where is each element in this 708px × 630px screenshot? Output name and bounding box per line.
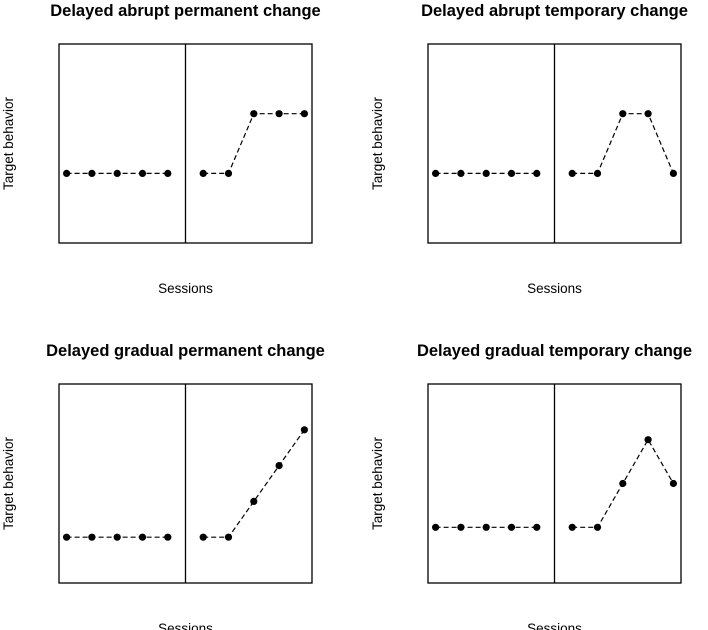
data-point-treatment-3 bbox=[619, 110, 627, 118]
chart-title: Delayed gradual permanent change bbox=[46, 342, 325, 360]
data-point-treatment-5 bbox=[669, 169, 678, 177]
data-point-baseline-1 bbox=[432, 523, 440, 531]
data-point-baseline-1 bbox=[432, 169, 440, 177]
y-axis-label: Target behavior bbox=[1, 436, 16, 530]
data-point-baseline-2 bbox=[457, 169, 465, 177]
chart-title: Delayed abrupt temporary change bbox=[421, 2, 688, 20]
data-point-treatment-3 bbox=[250, 110, 258, 118]
data-point-treatment-1 bbox=[568, 169, 576, 177]
data-point-baseline-4 bbox=[138, 533, 147, 541]
series-line-treatment bbox=[203, 113, 305, 174]
chart-panel-3: Delayed gradual permanent change Sessions… bbox=[1, 342, 325, 630]
data-point-treatment-2 bbox=[224, 533, 233, 541]
data-point-treatment-4 bbox=[275, 110, 283, 118]
data-point-treatment-5 bbox=[669, 479, 678, 488]
data-point-treatment-2 bbox=[593, 169, 602, 177]
data-point-baseline-2 bbox=[457, 523, 465, 531]
data-point-baseline-5 bbox=[164, 533, 172, 541]
x-axis-label: Sessions bbox=[158, 621, 213, 630]
data-point-baseline-5 bbox=[164, 169, 172, 177]
data-point-baseline-4 bbox=[507, 523, 516, 531]
data-point-treatment-1 bbox=[199, 169, 207, 177]
data-point-treatment-4 bbox=[644, 110, 652, 118]
series-line-treatment bbox=[572, 113, 674, 174]
x-axis-label: Sessions bbox=[527, 281, 582, 296]
data-point-treatment-2 bbox=[224, 169, 233, 177]
chart-panel-2: Delayed abrupt temporary change Sessions T… bbox=[370, 2, 688, 296]
y-axis-label: Target behavior bbox=[370, 96, 385, 190]
data-point-baseline-5 bbox=[533, 523, 541, 531]
data-point-baseline-1 bbox=[63, 533, 71, 541]
x-axis-label: Sessions bbox=[158, 281, 213, 296]
data-point-treatment-3 bbox=[619, 479, 627, 488]
chart-title: Delayed abrupt permanent change bbox=[50, 2, 321, 20]
data-point-baseline-4 bbox=[138, 169, 147, 177]
data-point-treatment-3 bbox=[250, 497, 258, 505]
data-point-baseline-3 bbox=[113, 533, 121, 541]
data-point-baseline-5 bbox=[533, 169, 541, 177]
y-axis-label: Target behavior bbox=[370, 436, 385, 530]
data-point-baseline-2 bbox=[88, 533, 96, 541]
series-line-treatment bbox=[203, 429, 305, 538]
chart-panel-4: Delayed gradual temporary change Sessions… bbox=[370, 342, 692, 630]
data-point-treatment-2 bbox=[593, 523, 602, 531]
data-point-baseline-3 bbox=[482, 523, 490, 531]
y-axis-label: Target behavior bbox=[1, 96, 16, 190]
chart-panel-1: Delayed abrupt permanent change Sessions T… bbox=[1, 2, 321, 296]
data-point-baseline-4 bbox=[507, 169, 516, 177]
data-point-treatment-1 bbox=[568, 523, 576, 531]
data-point-treatment-5 bbox=[300, 110, 308, 118]
data-point-treatment-1 bbox=[199, 533, 207, 541]
data-point-treatment-4 bbox=[644, 436, 652, 444]
data-point-baseline-2 bbox=[88, 169, 96, 177]
data-point-baseline-3 bbox=[482, 169, 490, 177]
data-point-baseline-1 bbox=[63, 169, 71, 177]
chart-title: Delayed gradual temporary change bbox=[417, 342, 692, 360]
data-point-treatment-5 bbox=[300, 426, 308, 434]
x-axis-label: Sessions bbox=[527, 621, 582, 630]
data-point-baseline-3 bbox=[113, 169, 121, 177]
data-point-treatment-4 bbox=[275, 462, 283, 470]
